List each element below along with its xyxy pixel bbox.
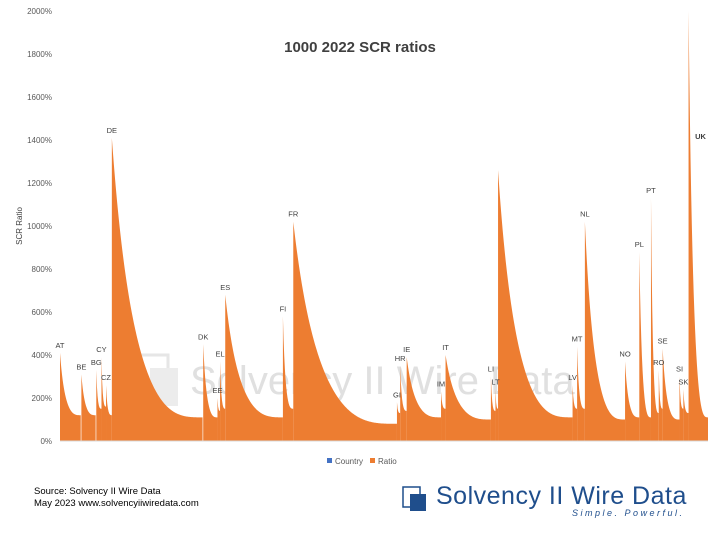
country-bar-group-mt: [577, 346, 585, 441]
source-footer: Source: Solvency II Wire Data May 2023 w…: [34, 486, 199, 510]
y-tick-label: 1800%: [27, 50, 52, 59]
y-tick-label: 600%: [32, 308, 52, 317]
country-bar-group-lt: [495, 389, 499, 441]
country-label-no: NO: [619, 349, 630, 358]
country-bar-group-si: [679, 376, 684, 441]
country-label-sk: SK: [678, 377, 688, 386]
y-axis-label: SCR Ratio: [15, 207, 24, 245]
country-label-at: AT: [55, 341, 64, 350]
y-tick-label: 1600%: [27, 93, 52, 102]
logo-icon: [402, 486, 426, 511]
country-label-dk: DK: [198, 332, 208, 341]
legend-swatch-country: [327, 458, 332, 463]
country-label-be: BE: [76, 362, 86, 371]
country-bar-group-lu: [498, 170, 573, 441]
legend: Country Ratio: [327, 457, 397, 466]
country-label-cz: CZ: [101, 373, 111, 382]
scr-ratio-chart: Solvency II Wire Data 0%200%400%600%800%…: [15, 7, 708, 466]
country-bar-group-im: [441, 391, 446, 441]
chart-title: 1000 2022 SCR ratios: [284, 39, 436, 56]
country-bar-group-pt: [650, 198, 659, 441]
country-bar-group-cz: [106, 385, 112, 441]
country-label-si: SI: [676, 365, 683, 374]
country-label-it: IT: [442, 343, 449, 352]
country-bar-group-dk: [203, 344, 218, 441]
country-bar-group-uk: [688, 11, 708, 441]
y-tick-label: 1000%: [27, 222, 52, 231]
country-label-lv: LV: [568, 373, 577, 382]
country-bar-group-de: [111, 137, 203, 441]
country-bar-group-nl: [584, 221, 626, 441]
country-bar-group-sk: [683, 389, 689, 441]
logo-tagline: Simple. Powerful.: [572, 508, 685, 518]
country-bar-group-hr: [400, 365, 407, 441]
country-bar-group-be: [81, 374, 96, 441]
y-tick-label: 1400%: [27, 136, 52, 145]
source-line: Source: Solvency II Wire Data: [34, 486, 161, 497]
country-label-im: IM: [437, 380, 445, 389]
country-bar-group-it: [445, 355, 491, 441]
country-bar-group-fi: [282, 316, 294, 441]
logo: Solvency II Wire Data Simple. Powerful.: [402, 482, 702, 522]
country-label-uk: UK: [695, 132, 706, 141]
country-label-bg: BG: [91, 358, 102, 367]
country-bar-group-at: [60, 352, 81, 441]
country-bar-group-ie: [406, 357, 442, 441]
legend-swatch-ratio: [370, 458, 375, 463]
y-tick-label: 200%: [32, 394, 52, 403]
country-label-cy: CY: [96, 345, 106, 354]
country-label-li: LI: [488, 365, 494, 374]
country-label-fr: FR: [288, 210, 299, 219]
country-label-pl: PL: [635, 240, 644, 249]
y-tick-label: 2000%: [27, 7, 52, 16]
country-label-nl: NL: [580, 210, 590, 219]
country-bar-group-li: [490, 376, 496, 441]
country-label-pt: PT: [646, 186, 656, 195]
country-bar-group-se: [662, 348, 680, 441]
date-site-line: May 2023 www.solvencyiiwiredata.com: [34, 498, 199, 509]
country-label-el: EL: [215, 349, 224, 358]
country-label-se: SE: [658, 337, 668, 346]
country-label-de: DE: [107, 126, 117, 135]
country-bar-group-bg: [96, 370, 102, 441]
logo-name: Solvency II Wire Data: [436, 482, 687, 510]
country-label-mt: MT: [572, 334, 583, 343]
country-label-ie: IE: [403, 345, 410, 354]
country-label-hr: HR: [395, 354, 406, 363]
country-label-fi: FI: [280, 304, 287, 313]
country-label-es: ES: [220, 283, 230, 292]
country-label-gi: GI: [393, 390, 401, 399]
legend-label-country: Country: [335, 457, 363, 466]
country-bar-group-el: [220, 361, 226, 441]
legend-label-ratio: Ratio: [378, 457, 397, 466]
country-bar-group-gi: [396, 402, 401, 441]
country-bar-group-pl: [639, 251, 651, 441]
country-bar-group-lv: [572, 385, 578, 441]
y-tick-label: 1200%: [27, 179, 52, 188]
y-tick-label: 0%: [40, 437, 52, 446]
country-bar-group-es: [225, 294, 283, 441]
country-bar-group-no: [625, 361, 640, 441]
y-tick-label: 800%: [32, 265, 52, 274]
country-bar-group-ro: [658, 370, 663, 441]
country-bar-group-fr: [293, 221, 397, 441]
country-bar-group-cy: [101, 357, 107, 441]
country-bar-group-ee: [217, 398, 221, 441]
country-label-lt: LT: [491, 377, 500, 386]
y-axis: 0% 200% 400% 600% 800% 1000% 1200% 1400% 1600% 18…: [27, 7, 52, 446]
country-label-ro: RO: [653, 358, 664, 367]
ratio-bars: [60, 11, 708, 441]
y-tick-label: 400%: [32, 351, 52, 360]
country-label-ee: EE: [212, 386, 222, 395]
